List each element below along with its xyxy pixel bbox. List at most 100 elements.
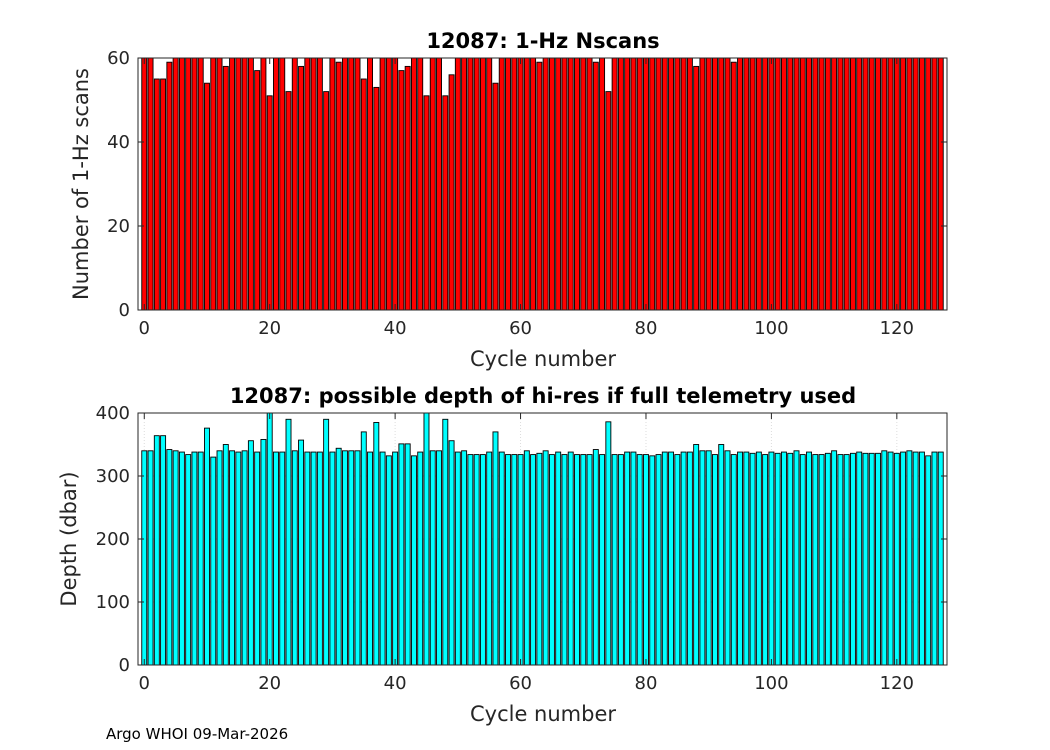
depth-bar-114 — [856, 451, 863, 666]
depth-bar-74 — [605, 421, 612, 666]
nscans-bar-15 — [235, 57, 242, 311]
nscans-bar-112 — [843, 57, 850, 311]
depth-bar-66 — [555, 451, 562, 666]
nscans-bar-70 — [580, 57, 587, 311]
depth-bar-19 — [260, 439, 267, 666]
depth-bar-57 — [498, 451, 505, 666]
depth-y-tick-label: 400 — [96, 403, 130, 424]
depth-y-tick-label: 0 — [119, 655, 130, 676]
nscans-bar-94 — [730, 61, 737, 311]
nscans-bar-121 — [900, 57, 907, 311]
depth-bar-14 — [229, 450, 236, 666]
depth-bar-68 — [567, 451, 574, 666]
nscans-y-tick-label: 40 — [107, 132, 130, 153]
depth-bar-43 — [410, 455, 417, 666]
depth-bar-95 — [737, 451, 744, 666]
nscans-y-tick-label: 0 — [119, 300, 130, 321]
depth-bar-117 — [875, 452, 881, 666]
nscans-bar-61 — [523, 57, 530, 311]
depth-bar-80 — [643, 454, 649, 666]
nscans-bar-43 — [410, 57, 417, 311]
depth-bar-103 — [787, 452, 794, 666]
depth-x-tick-label: 80 — [635, 673, 658, 694]
depth-bar-69 — [574, 454, 580, 666]
footer-credit: Argo WHOI 09-Mar-2026 — [106, 725, 289, 743]
nscans-bar-35 — [360, 78, 367, 311]
nscans-bar-68 — [567, 57, 574, 311]
nscans-bar-28 — [316, 57, 323, 311]
depth-bar-65 — [548, 454, 555, 666]
depth-bar-82 — [655, 454, 662, 666]
nscans-bar-49 — [448, 74, 455, 311]
nscans-y-tick-label: 60 — [107, 48, 130, 69]
depth-y-ticks: 0 100 200 300 400 — [96, 403, 947, 676]
depth-bar-113 — [849, 452, 856, 666]
depth-bar-53 — [473, 454, 480, 666]
nscans-bar-0 — [141, 57, 148, 311]
nscans-bar-13 — [222, 65, 229, 311]
depth-bar-28 — [316, 451, 323, 666]
nscans-bar-40 — [392, 57, 399, 311]
nscans-bar-52 — [467, 57, 474, 311]
nscans-bar-23 — [285, 91, 292, 311]
nscans-bar-101 — [774, 57, 781, 311]
nscans-bar-83 — [661, 57, 668, 311]
nscans-bar-88 — [693, 65, 700, 311]
nscans-y-axis-label: Number of 1-Hz scans — [69, 68, 93, 300]
nscans-bar-11 — [210, 57, 217, 311]
depth-bar-48 — [442, 418, 449, 666]
depth-bar-76 — [617, 454, 624, 666]
nscans-bar-79 — [636, 57, 643, 311]
nscans-bar-7 — [185, 57, 192, 311]
depth-bar-41 — [398, 443, 405, 666]
depth-bar-33 — [348, 450, 355, 666]
depth-bar-54 — [479, 454, 486, 666]
nscans-bar-19 — [260, 57, 267, 311]
depth-bar-120 — [893, 452, 900, 666]
depth-bar-16 — [241, 450, 248, 666]
depth-bar-121 — [900, 451, 907, 666]
nscans-bar-63 — [536, 61, 543, 311]
nscans-plot-area — [138, 58, 947, 310]
nscans-bar-72 — [592, 61, 599, 311]
nscans-bar-120 — [893, 57, 900, 311]
nscans-bar-91 — [712, 57, 718, 311]
nscans-bar-41 — [398, 70, 405, 311]
depth-bar-81 — [649, 455, 656, 666]
nscans-bar-109 — [824, 57, 831, 311]
depth-bar-125 — [925, 455, 932, 666]
depth-bar-27 — [310, 451, 317, 666]
depth-bar-47 — [436, 450, 442, 666]
nscans-bar-97 — [749, 57, 756, 311]
nscans-bar-6 — [178, 57, 185, 311]
nscans-bar-104 — [793, 57, 800, 311]
nscans-y-ticks: 0 20 40 60 — [107, 48, 947, 321]
depth-bar-88 — [693, 444, 700, 666]
nscans-bar-25 — [298, 65, 305, 311]
nscans-x-tick-label: 60 — [509, 318, 532, 339]
depth-x-axis-label: Cycle number — [470, 702, 616, 726]
nscans-title: 12087: 1-Hz Nscans — [426, 29, 659, 53]
depth-bar-32 — [341, 450, 348, 666]
nscans-bar-9 — [197, 57, 204, 311]
depth-bar-0 — [141, 450, 148, 666]
depth-bar-101 — [774, 452, 781, 666]
nscans-bar-89 — [699, 57, 706, 311]
depth-bar-110 — [831, 450, 838, 666]
depth-bar-31 — [335, 447, 342, 666]
nscans-bar-107 — [812, 57, 819, 311]
nscans-x-tick-label: 0 — [139, 318, 150, 339]
nscans-bar-18 — [254, 70, 261, 311]
nscans-x-tick-label: 20 — [258, 318, 281, 339]
nscans-bar-67 — [561, 57, 568, 311]
nscans-bar-98 — [755, 57, 762, 311]
depth-bar-109 — [824, 452, 831, 666]
depth-bar-20 — [266, 412, 273, 666]
nscans-bar-90 — [705, 57, 712, 311]
depth-y-tick-label: 200 — [96, 529, 130, 550]
nscans-x-tick-label: 120 — [880, 318, 914, 339]
depth-bar-127 — [937, 451, 944, 666]
nscans-bar-29 — [323, 91, 330, 311]
nscans-bar-21 — [273, 57, 279, 311]
depth-bar-11 — [210, 456, 217, 666]
